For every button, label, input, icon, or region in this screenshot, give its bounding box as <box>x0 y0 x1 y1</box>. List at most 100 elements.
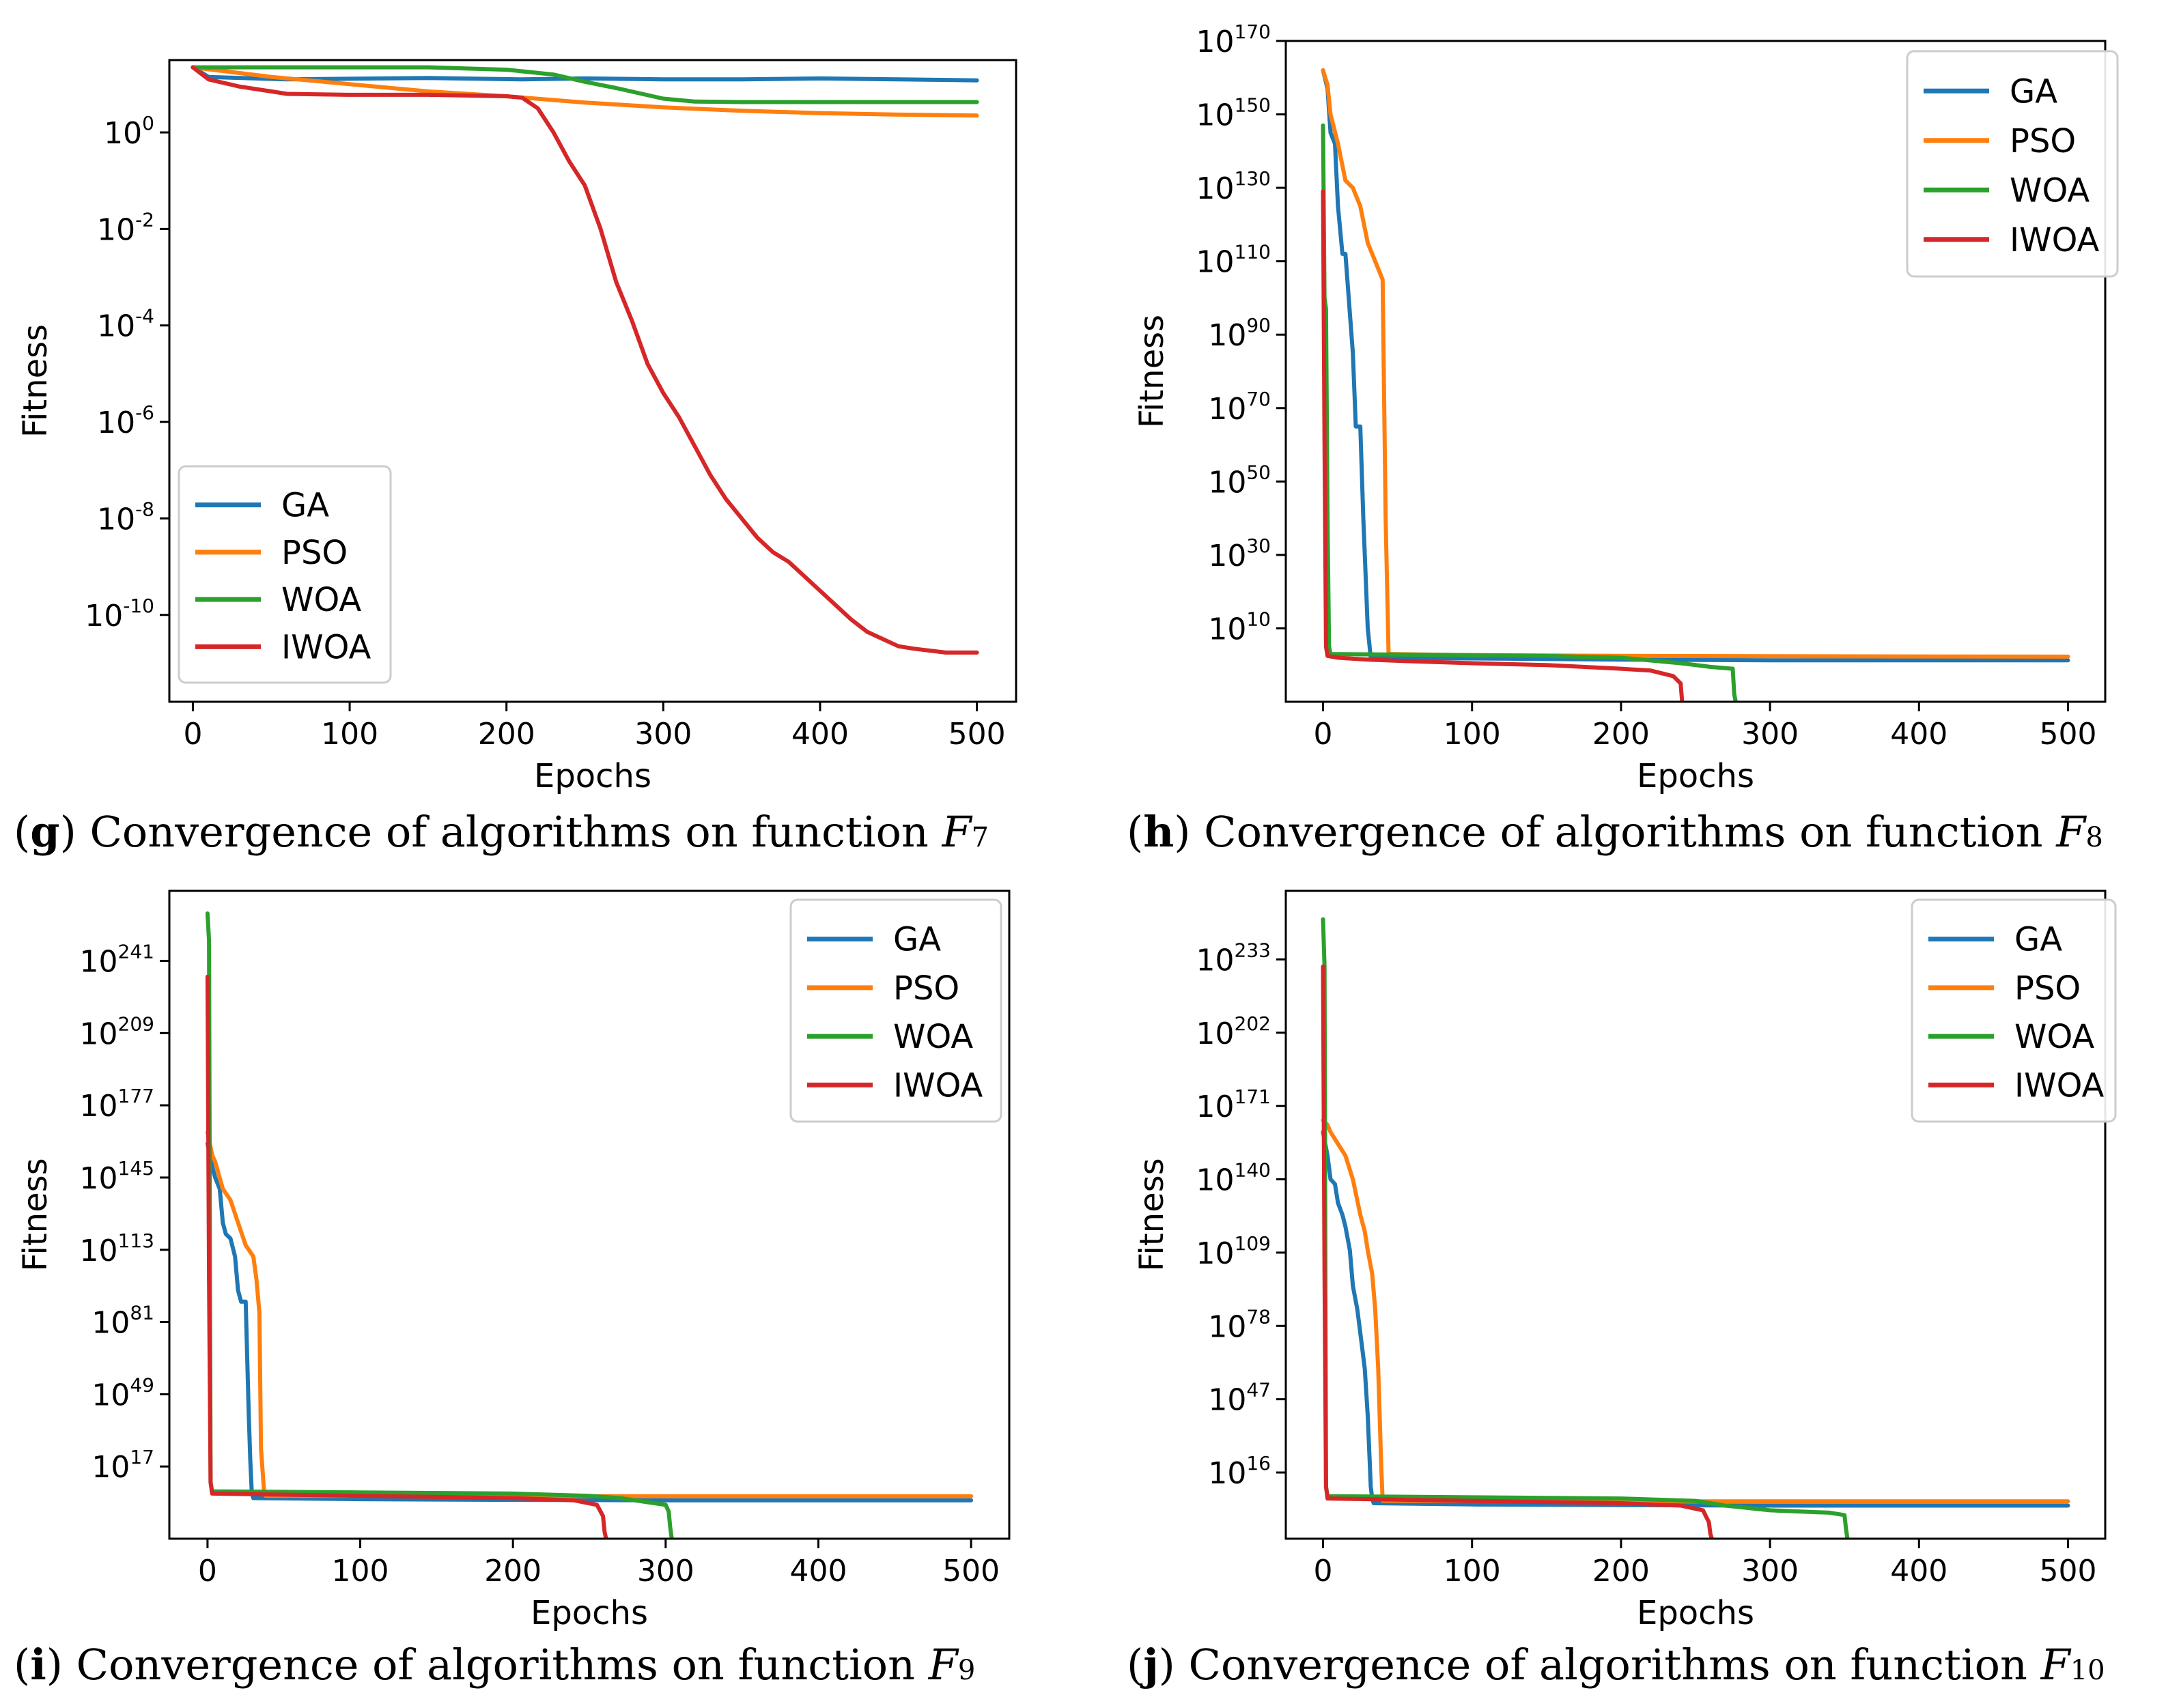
chart-panel-j: 0 100 200 300 400 500102331020210171101401010… <box>1127 889 2117 1690</box>
x-tick-label: 200 <box>478 717 535 752</box>
y-tick-base: 10 <box>1196 1090 1235 1124</box>
y-tick-base: 10 <box>80 945 118 980</box>
caption-function: F <box>942 807 973 857</box>
plot-frame <box>168 889 1011 1540</box>
y-tick-base: 10 <box>1196 245 1235 280</box>
caption-text: ) Convergence of algorithms on function <box>1159 1640 2041 1690</box>
caption-subscript: 7 <box>972 822 989 853</box>
y-tick-label: 10130 <box>1196 167 1271 206</box>
chart-panel-h: 0 100 200 300 400 500101701015010130101101090… <box>1127 20 2119 857</box>
series-line-pso <box>191 65 979 118</box>
y-tick-base: 10 <box>1196 1016 1235 1051</box>
y-tick-base: 10 <box>1208 1456 1246 1491</box>
x-tick-label: 500 <box>948 717 1006 752</box>
y-tick-label: 10110 <box>1196 241 1271 280</box>
y-tick-exponent: 177 <box>118 1085 154 1107</box>
y-tick-exponent: -6 <box>135 401 154 424</box>
series-group <box>205 911 974 1539</box>
y-tick-base: 10 <box>80 1161 118 1196</box>
y-tick-base: 10 <box>80 1089 118 1124</box>
plot-frame <box>168 59 1017 703</box>
y-tick-exponent: -10 <box>123 595 154 617</box>
x-tick-label: 0 <box>198 1554 217 1589</box>
y-tick-base: 10 <box>1208 1383 1246 1418</box>
y-tick-base: 10 <box>97 405 135 440</box>
legend: GA PSO WOA IWOA <box>1906 50 2119 278</box>
x-tick-label: 500 <box>2039 1554 2096 1589</box>
y-tick-label: 10-6 <box>97 401 154 440</box>
series-line-pso <box>1321 1118 2070 1504</box>
x-tick-label: 400 <box>789 1554 847 1589</box>
x-tick-label: 200 <box>1592 1554 1650 1589</box>
caption-open: ( <box>14 807 30 857</box>
y-tick-base: 10 <box>97 502 135 537</box>
legend-box <box>789 898 1002 1123</box>
x-tick-label: 300 <box>1741 1554 1799 1589</box>
y-tick-label: 10241 <box>80 941 154 980</box>
caption-function: F <box>2055 807 2087 857</box>
series-line-ga <box>1321 1130 2070 1508</box>
y-tick-label: 10150 <box>1196 94 1271 133</box>
x-tick-label: 500 <box>942 1554 1000 1589</box>
y-tick-base: 10 <box>97 212 135 247</box>
y-tick-exponent: 170 <box>1235 20 1271 43</box>
y-tick-label: 10170 <box>1196 20 1271 59</box>
x-tick-label: 0 <box>1314 1554 1333 1589</box>
chart-panel-i: 0 100 200 300 400 500102411020910177101451011… <box>14 889 1011 1690</box>
series-line-ga <box>1321 68 2070 663</box>
panel-caption: (j) Convergence of algorithms on functio… <box>1127 1640 2105 1690</box>
y-tick-label: 10209 <box>80 1012 154 1051</box>
legend-label-woa: WOA <box>2010 171 2090 210</box>
legend-label-pso: PSO <box>893 969 959 1008</box>
y-tick-label: 1078 <box>1208 1305 1271 1344</box>
caption-text: ) Convergence of algorithms on function <box>46 1640 929 1690</box>
y-tick-exponent: 30 <box>1246 535 1271 557</box>
y-tick-label: 10202 <box>1196 1012 1271 1051</box>
x-tick-label: 400 <box>1890 1554 1947 1589</box>
y-axis-label: Fitness <box>1133 315 1171 428</box>
y-tick-exponent: -8 <box>135 498 154 520</box>
plot-frame <box>1284 40 2107 703</box>
legend-label-pso: PSO <box>2010 122 2076 160</box>
y-tick-base: 10 <box>104 116 142 151</box>
caption-subscript: 9 <box>958 1655 975 1686</box>
y-tick-exponent: 16 <box>1246 1452 1271 1475</box>
legend-label-ga: GA <box>893 921 941 959</box>
x-axis-label: Epochs <box>1637 757 1754 795</box>
y-tick-label: 10145 <box>80 1157 154 1196</box>
series-line-iwoa <box>191 65 979 655</box>
series-line-iwoa <box>205 974 608 1539</box>
y-tick-exponent: 110 <box>1235 241 1271 264</box>
y-axis-label: Fitness <box>1133 1158 1171 1271</box>
caption-text: ) Convergence of algorithms on function <box>60 807 942 857</box>
y-tick-exponent: 145 <box>118 1157 154 1180</box>
y-tick-exponent: 241 <box>118 941 154 963</box>
y-tick-base: 10 <box>1196 943 1235 978</box>
x-tick-label: 0 <box>183 717 202 752</box>
series-line-woa <box>1321 123 1738 702</box>
legend-box <box>178 465 392 684</box>
y-tick-exponent: 140 <box>1235 1159 1271 1182</box>
legend-label-ga: GA <box>2014 921 2062 959</box>
legend-label-ga: GA <box>2010 72 2057 111</box>
x-axis-label: Epochs <box>1637 1594 1754 1632</box>
x-tick-label: 300 <box>637 1554 694 1589</box>
y-tick-base: 10 <box>1208 392 1246 427</box>
y-tick-base: 10 <box>97 309 135 344</box>
y-tick-label: 1049 <box>92 1373 154 1412</box>
y-tick-exponent: 0 <box>142 112 154 134</box>
series-line-ga <box>205 1141 974 1503</box>
legend: GA PSO WOA IWOA <box>789 898 1002 1123</box>
y-tick-exponent: 47 <box>1246 1379 1271 1401</box>
y-tick-base: 10 <box>80 1234 118 1268</box>
series-line-iwoa <box>1321 189 1685 702</box>
caption-function: F <box>928 1640 959 1690</box>
x-tick-label: 100 <box>1444 1554 1501 1589</box>
legend-label-iwoa: IWOA <box>2010 221 2100 259</box>
series-group <box>1321 917 2070 1539</box>
panel-caption: (i) Convergence of algorithms on functio… <box>14 1640 975 1690</box>
y-axis-label: Fitness <box>16 1158 55 1271</box>
series-group <box>191 65 979 655</box>
y-tick-base: 10 <box>92 1378 130 1412</box>
y-tick-exponent: 113 <box>118 1229 154 1252</box>
